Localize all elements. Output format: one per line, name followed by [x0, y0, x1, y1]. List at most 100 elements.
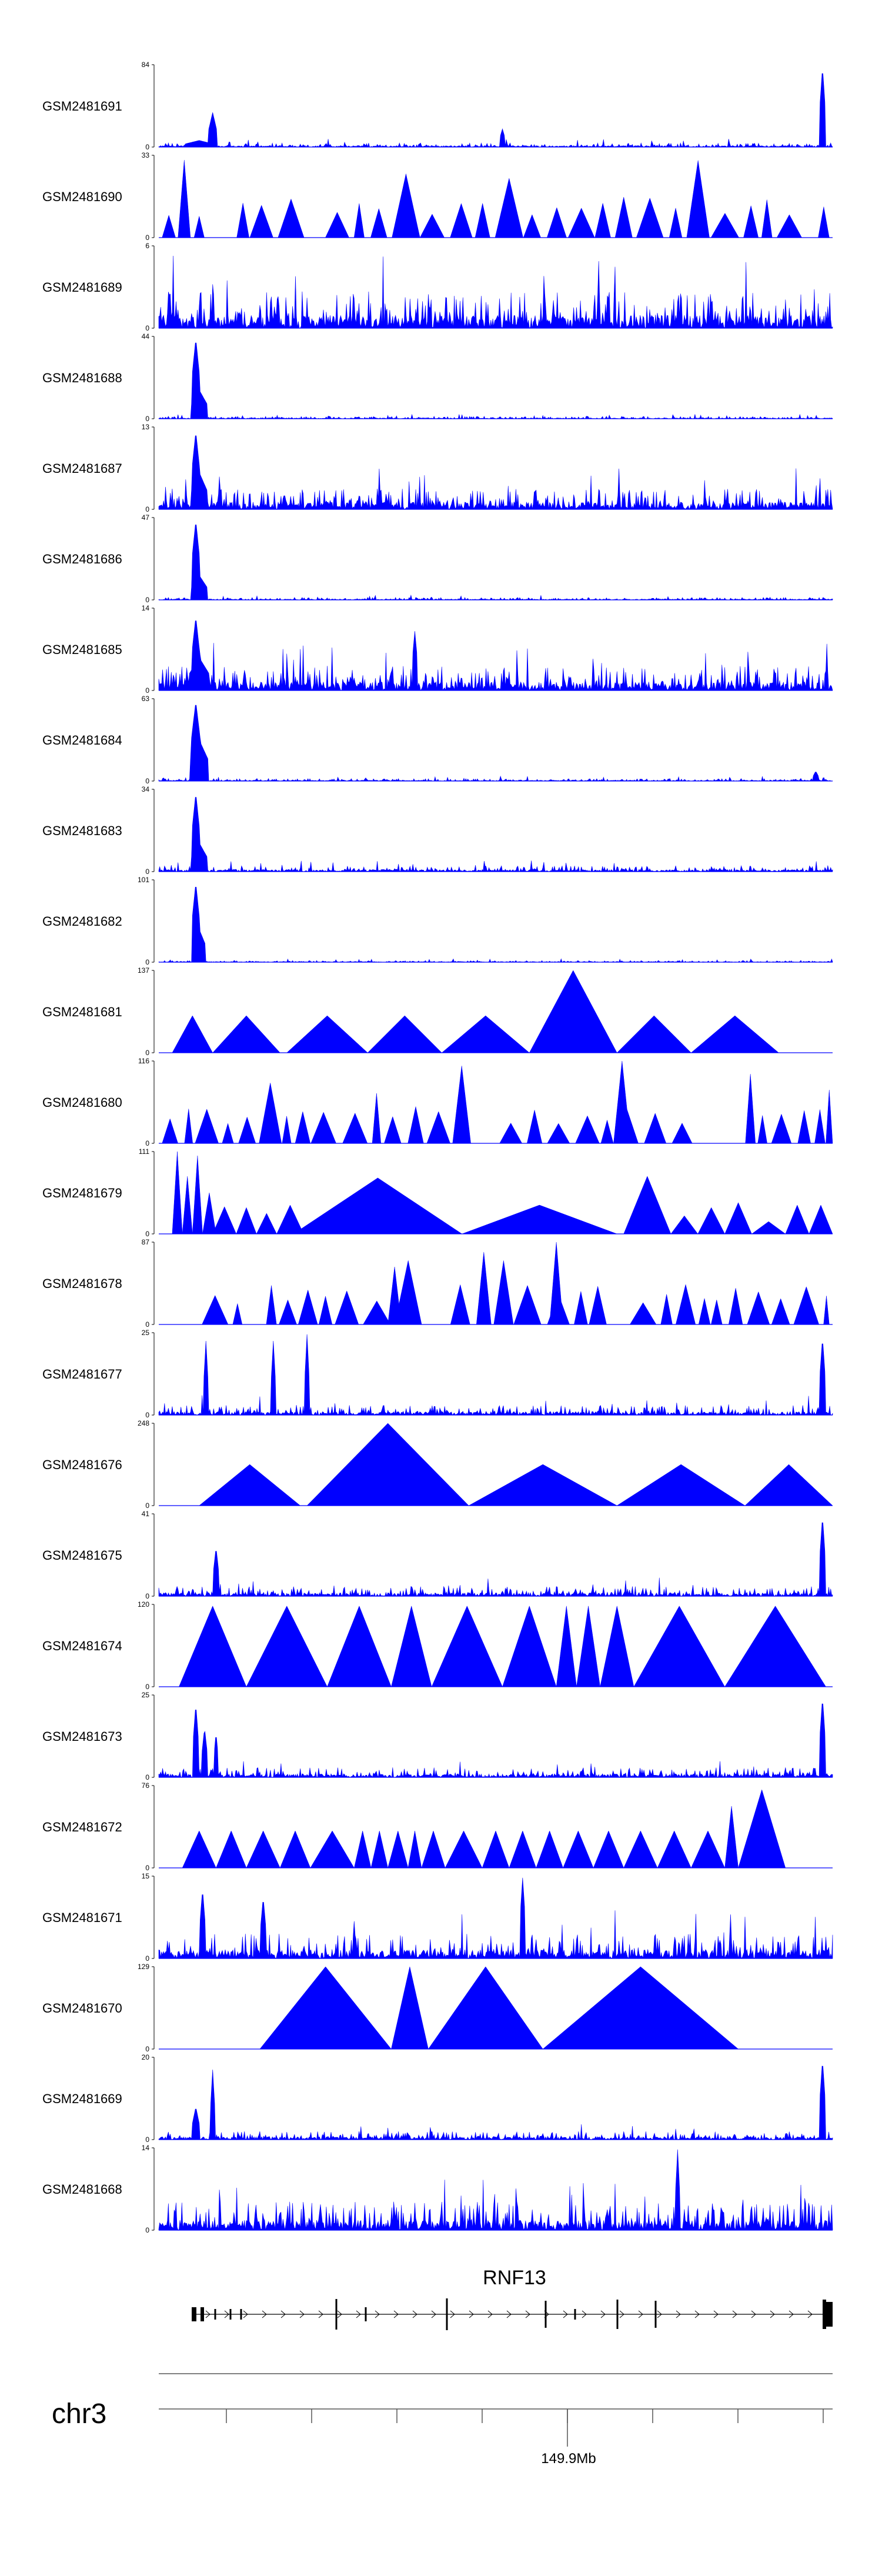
y-min-label: 0 — [145, 2135, 149, 2144]
track-label: GSM2481678 — [42, 1276, 122, 1291]
track-label: GSM2481686 — [42, 552, 122, 566]
track-label: GSM2481679 — [42, 1186, 122, 1200]
strand-arrow — [262, 2310, 267, 2318]
y-min-label: 0 — [145, 1049, 149, 1057]
y-min-label: 0 — [145, 1773, 149, 1781]
signal-peak — [286, 1015, 368, 1053]
signal-peak — [335, 1290, 359, 1325]
track-label: GSM2481690 — [42, 189, 122, 204]
signal-peak — [162, 215, 176, 238]
signal-peak — [808, 1204, 833, 1234]
signal-peak — [657, 1830, 691, 1868]
signal-peak — [370, 208, 387, 238]
track-label: GSM2481689 — [42, 280, 122, 295]
signal-peak — [502, 1606, 557, 1687]
gene-exon — [823, 2300, 826, 2329]
signal-area — [158, 1522, 833, 1597]
signal-peak — [407, 1830, 422, 1868]
signal-peak — [690, 1015, 780, 1053]
strand-arrow — [657, 2310, 662, 2318]
signal-peak — [363, 1300, 391, 1325]
signal-peak — [616, 1464, 746, 1506]
track-GSM2481689: GSM2481689 6 0 — [42, 242, 833, 332]
signal-peak — [259, 1083, 282, 1144]
signal-peak — [743, 205, 759, 238]
track-GSM2481671: GSM2481671 15 0 — [42, 1872, 833, 1963]
signal-peak — [675, 1284, 696, 1325]
strand-arrow — [582, 2310, 587, 2318]
signal-peak — [246, 1830, 280, 1868]
signal-area — [158, 342, 833, 419]
signal-peak — [236, 203, 249, 238]
gene-exon — [214, 2309, 216, 2320]
gene-exon — [544, 2301, 547, 2328]
strand-arrow — [525, 2310, 530, 2318]
y-max-label: 129 — [138, 1963, 149, 1971]
chromosome-ruler: chr3 149.9Mb — [52, 2373, 833, 2467]
signal-peak — [450, 203, 473, 238]
strand-arrow — [356, 2310, 361, 2318]
signal-peak — [419, 213, 445, 238]
signal-peak — [751, 1221, 786, 1234]
y-max-label: 120 — [138, 1600, 149, 1609]
track-label: GSM2481682 — [42, 914, 122, 929]
strand-arrow — [412, 2310, 417, 2318]
signal-peak — [549, 1242, 563, 1325]
signal-peak — [600, 1606, 634, 1687]
y-max-label: 41 — [142, 1510, 150, 1518]
signal-peak — [771, 1298, 790, 1325]
track-label: GSM2481684 — [42, 733, 122, 748]
signal-peak — [222, 1123, 234, 1144]
signal-peak — [276, 1204, 304, 1234]
signal-peak — [354, 1830, 372, 1868]
signal-peak — [192, 1155, 203, 1234]
gene-name: RNF13 — [483, 2267, 546, 2289]
signal-peak — [509, 1830, 537, 1868]
signal-peak — [445, 1830, 483, 1868]
strand-arrow — [450, 2310, 455, 2318]
strand-arrow — [318, 2310, 323, 2318]
signal-peak — [172, 1015, 213, 1053]
y-max-label: 47 — [142, 513, 150, 522]
strand-arrow — [563, 2310, 568, 2318]
gene-exon — [616, 2300, 619, 2329]
signal-peak — [202, 1295, 229, 1325]
signal-peak — [476, 1252, 492, 1325]
track-label: GSM2481671 — [42, 1910, 122, 1925]
signal-peak — [462, 1204, 617, 1234]
signal-peak — [295, 1112, 311, 1144]
signal-peak — [644, 1113, 667, 1144]
signal-peak — [546, 207, 567, 238]
y-min-label: 0 — [145, 1683, 149, 1691]
track-GSM2481683: GSM2481683 34 0 — [42, 785, 833, 876]
gene-exon — [192, 2307, 196, 2321]
gene-exon — [574, 2309, 576, 2320]
signal-peak — [195, 1109, 219, 1144]
strand-arrow — [619, 2310, 624, 2318]
y-min-label: 0 — [145, 1592, 149, 1600]
y-max-label: 76 — [142, 1781, 150, 1790]
y-max-label: 6 — [145, 242, 149, 250]
gene-exon — [229, 2309, 232, 2320]
y-max-label: 33 — [142, 151, 150, 159]
signal-area — [158, 620, 833, 691]
signal-peak — [421, 1830, 446, 1868]
signal-area — [158, 887, 833, 963]
signal-peak — [367, 1015, 442, 1053]
track-label: GSM2481674 — [42, 1639, 122, 1653]
signal-peak — [310, 1112, 336, 1144]
y-max-label: 13 — [142, 423, 150, 431]
track-GSM2481676: GSM2481676 248 0 — [42, 1419, 833, 1510]
signal-peak — [236, 1207, 257, 1234]
signal-peak — [178, 160, 191, 238]
signal-peak — [711, 1300, 723, 1325]
strand-arrow — [676, 2310, 681, 2318]
track-GSM2481680: GSM2481680 116 0 — [42, 1057, 833, 1147]
signal-peak — [499, 1122, 523, 1144]
strand-arrow — [393, 2310, 399, 2318]
y-min-label: 0 — [145, 415, 149, 423]
signal-peak — [670, 1215, 699, 1234]
signal-peak — [282, 1116, 292, 1144]
y-max-label: 111 — [139, 1147, 150, 1156]
signal-area — [158, 705, 833, 782]
